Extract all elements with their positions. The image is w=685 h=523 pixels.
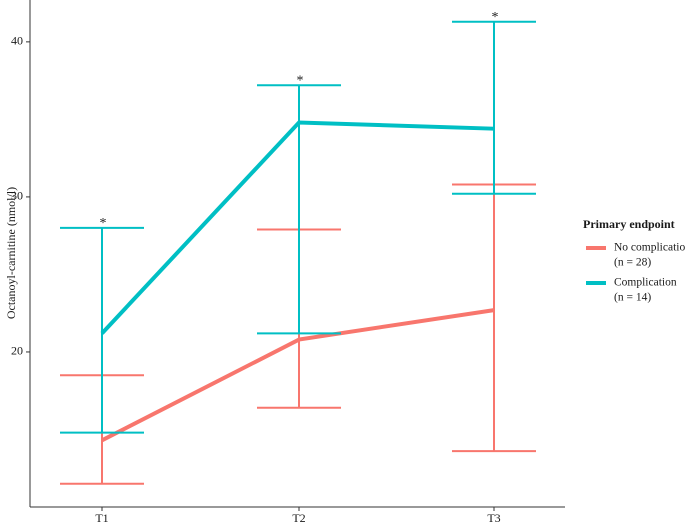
significance-mark: *: [492, 10, 499, 25]
error-bar: [60, 226, 144, 434]
error-bar: [452, 183, 536, 453]
y-tick-label: 20: [11, 344, 23, 358]
legend-note: (n = 28): [614, 257, 651, 269]
y-tick-label: 40: [11, 34, 23, 48]
y-axis-label: Octanoyl-carnitine (nmol/l): [4, 187, 18, 319]
legend-label: No complication: [614, 242, 685, 254]
x-tick-label: T2: [292, 511, 305, 523]
legend-label: Complication: [614, 277, 677, 289]
series-line: [101, 308, 495, 443]
error-bar: [257, 84, 341, 335]
y-tick-label: 30: [11, 189, 23, 203]
x-tick-label: T3: [487, 511, 500, 523]
x-tick-label: T1: [95, 511, 108, 523]
legend-note: (n = 14): [614, 292, 651, 304]
error-bar: [452, 20, 536, 195]
significance-mark: *: [100, 216, 107, 231]
series-line: [100, 120, 495, 335]
significance-mark: *: [297, 73, 304, 88]
legend-title: Primary endpoint: [583, 217, 675, 231]
